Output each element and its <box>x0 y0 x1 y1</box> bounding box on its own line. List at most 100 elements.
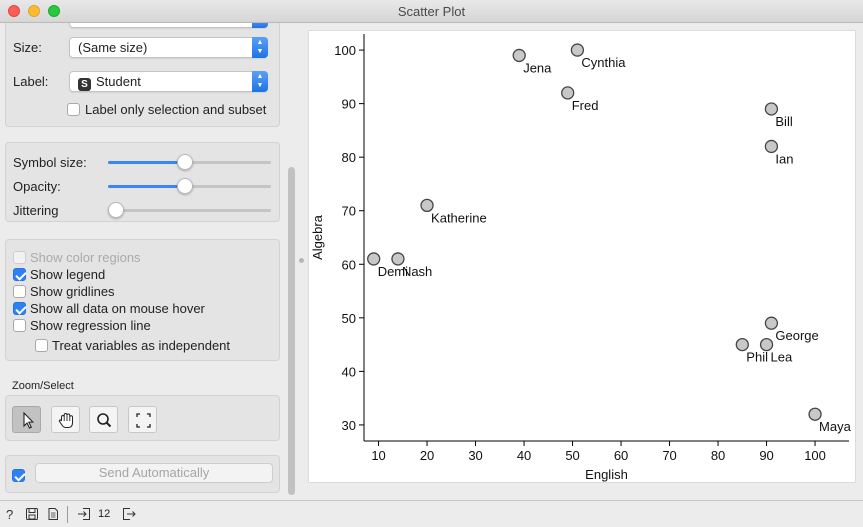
show-legend-label: Show legend <box>30 267 106 282</box>
point-label: Maya <box>819 419 852 434</box>
minimize-window-button[interactable] <box>28 5 40 17</box>
x-tick-label: 90 <box>759 448 773 463</box>
select-tool-button[interactable] <box>12 406 41 433</box>
opacity-label: Opacity: <box>13 179 61 194</box>
jittering-label: Jittering <box>13 203 59 218</box>
x-tick-label: 100 <box>804 448 826 463</box>
zoom-tool-button[interactable] <box>89 406 118 433</box>
x-tick-label: 80 <box>711 448 725 463</box>
show-gridlines-checkbox[interactable] <box>13 285 26 298</box>
x-tick-label: 60 <box>614 448 628 463</box>
sliders-panel: Symbol size: Opacity: Jittering <box>5 142 280 222</box>
hand-icon <box>58 412 73 428</box>
y-tick-label: 50 <box>342 311 356 326</box>
y-tick-label: 100 <box>334 43 356 58</box>
data-point <box>512 48 526 63</box>
label-only-selection-label: Label only selection and subset <box>85 102 267 117</box>
maximize-window-button[interactable] <box>48 5 60 17</box>
slider-handle[interactable] <box>177 178 194 194</box>
window-title: Scatter Plot <box>397 4 466 19</box>
x-tick-label: 50 <box>565 448 579 463</box>
point-label: Bill <box>775 114 792 129</box>
help-icon[interactable]: ? <box>4 507 18 521</box>
show-regression-line-checkbox[interactable] <box>13 319 26 332</box>
data-point <box>764 316 779 330</box>
sidebar-scrollbar[interactable] <box>287 23 297 500</box>
x-tick-label: 10 <box>371 448 385 463</box>
y-tick-label: 60 <box>342 257 356 272</box>
commit-panel: Send Automatically <box>5 455 280 493</box>
status-separator <box>67 506 68 523</box>
show-gridlines-label: Show gridlines <box>30 284 115 299</box>
attributes-panel: Size: (Same size) ▲ ▼ Label: S Student ▲ ▼ … <box>5 23 280 127</box>
shape-combo[interactable] <box>69 23 268 28</box>
data-point <box>808 407 822 421</box>
scrollbar-thumb[interactable] <box>288 167 295 495</box>
combo-arrow-icon <box>252 23 268 28</box>
control-sidebar: Size: (Same size) ▲ ▼ Label: S Student ▲ ▼ … <box>0 23 287 500</box>
show-regression-line-label: Show regression line <box>30 318 151 333</box>
data-point <box>735 337 749 352</box>
point-label: Lea <box>771 350 793 365</box>
symbol-size-label: Symbol size: <box>13 155 87 170</box>
treat-independent-label: Treat variables as independent <box>52 338 231 353</box>
slider-fill <box>108 185 186 188</box>
y-tick-label: 40 <box>342 364 356 379</box>
report-icon[interactable] <box>46 507 60 521</box>
y-tick-label: 70 <box>342 204 356 219</box>
x-tick-label: 70 <box>662 448 676 463</box>
scatter-plot: 30 40 50 60 70 80 90 100 10 20 30 40 50 60 70 80 90 100 En… <box>310 34 852 482</box>
slider-handle[interactable] <box>177 154 194 170</box>
svg-text:?: ? <box>6 507 13 521</box>
y-tick-label: 90 <box>342 97 356 112</box>
show-legend-checkbox[interactable] <box>13 268 26 281</box>
size-combo[interactable]: (Same size) ▲ ▼ <box>69 37 268 58</box>
size-combo-value: (Same size) <box>78 40 148 55</box>
data-point <box>367 252 381 266</box>
data-point <box>764 139 779 154</box>
y-tick-label: 30 <box>342 418 356 433</box>
save-icon[interactable] <box>25 507 39 521</box>
auto-send-checkbox[interactable] <box>12 469 25 482</box>
symbol-size-slider[interactable] <box>108 154 271 170</box>
treat-independent-checkbox[interactable] <box>35 339 48 352</box>
splitter-handle[interactable] <box>299 258 304 263</box>
pan-tool-button[interactable] <box>51 406 80 433</box>
combo-arrow-icon: ▲ ▼ <box>252 71 268 92</box>
reset-zoom-button[interactable] <box>128 406 157 433</box>
point-label: Katherine <box>431 210 487 225</box>
slider-handle[interactable] <box>108 202 124 218</box>
send-automatically-button[interactable]: Send Automatically <box>35 463 273 483</box>
x-axis-label: English <box>585 467 628 482</box>
input-data-icon[interactable] <box>77 507 91 521</box>
jittering-slider[interactable] <box>108 202 271 218</box>
show-color-regions-checkbox[interactable] <box>13 251 26 264</box>
label-only-selection-checkbox[interactable] <box>67 103 80 116</box>
scatter-plot-canvas[interactable]: 30 40 50 60 70 80 90 100 10 20 30 40 50 60 70 80 90 100 En… <box>308 30 856 483</box>
data-point <box>764 102 779 116</box>
point-label: Ian <box>775 151 793 166</box>
point-label: George <box>775 328 818 343</box>
x-tick-label: 20 <box>420 448 434 463</box>
point-label: Demi <box>378 264 408 279</box>
x-tick-label: 40 <box>517 448 531 463</box>
y-tick-label: 80 <box>342 150 356 165</box>
close-window-button[interactable] <box>8 5 20 17</box>
point-label: Jena <box>523 60 552 75</box>
point-label: Nash <box>402 264 432 279</box>
x-tick-label: 30 <box>468 448 482 463</box>
pointer-icon <box>23 411 35 429</box>
point-label: Fred <box>572 98 599 113</box>
label-combo[interactable]: S Student ▲ ▼ <box>69 71 268 92</box>
opacity-slider[interactable] <box>108 178 271 194</box>
data-point <box>420 198 434 213</box>
zoom-select-title: Zoom/Select <box>12 380 74 392</box>
output-data-icon[interactable] <box>122 507 136 521</box>
data-point <box>391 252 405 266</box>
show-all-data-label: Show all data on mouse hover <box>30 301 205 316</box>
show-all-data-checkbox[interactable] <box>13 302 26 315</box>
y-axis-label: Algebra <box>310 214 325 260</box>
output-count: 12 <box>98 508 111 520</box>
data-point <box>570 43 585 57</box>
status-bar: ? 12 <box>0 500 863 527</box>
